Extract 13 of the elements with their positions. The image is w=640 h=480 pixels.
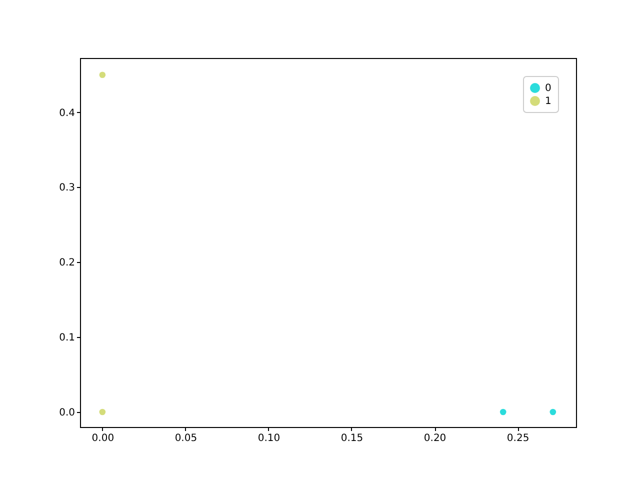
x-tick-label: 0.10 — [258, 433, 280, 444]
x-tick-label: 0.05 — [174, 433, 198, 444]
x-tick-label: 0.15 — [340, 433, 364, 444]
x-tick-label: 0.20 — [424, 433, 446, 444]
y-tick-label: 0.1 — [59, 332, 75, 344]
x-tick-label: 0.00 — [92, 433, 114, 444]
legend-label: 1 — [545, 96, 552, 107]
legend-label: 0 — [545, 83, 552, 94]
y-tick-label: 0.4 — [59, 108, 75, 119]
y-tick-label: 0.0 — [59, 408, 75, 419]
x-tick-label: 0.25 — [506, 433, 530, 444]
y-tick-label: 0.3 — [59, 182, 75, 194]
y-tick-label: 0.2 — [59, 258, 75, 269]
